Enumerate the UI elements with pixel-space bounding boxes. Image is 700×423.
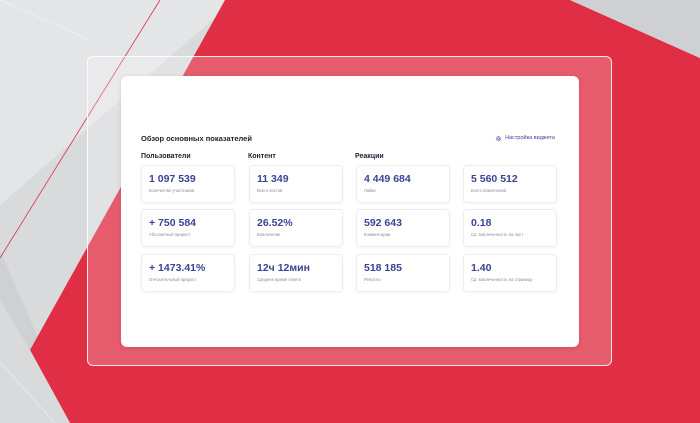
metric-label: Лайки (364, 188, 376, 193)
metric-label: Репосты (364, 277, 381, 282)
metric-label: Количество участников (149, 188, 195, 193)
metric-tile-response-time: 12ч 12мин Среднее время ответа (249, 254, 343, 292)
metric-value: 5 560 512 (471, 173, 518, 185)
metric-value: 1.40 (471, 262, 492, 274)
metric-label: Среднее время ответа (257, 277, 302, 282)
metric-tile-comments: 592 643 Комментарии (356, 209, 450, 247)
column-header-content: Контент (248, 153, 276, 160)
metric-tile-total-engagements: 5 560 512 Всего вовлечений (463, 165, 557, 203)
metric-tile-reposts: 518 185 Репосты (356, 254, 450, 292)
metric-value: 11 349 (257, 173, 289, 185)
metric-value: 518 185 (364, 262, 402, 274)
overview-widget: Обзор основных показателей Настройка вид… (121, 76, 579, 347)
metric-tile-posts: 11 349 Всего постов (249, 165, 343, 203)
column-header-users: Пользователи (141, 153, 191, 160)
metric-label: Ср. вовлеченность на страницу (471, 277, 533, 282)
widget-header: Обзор основных показателей Настройка вид… (141, 131, 555, 145)
metric-label: Всего вовлечений (471, 188, 506, 193)
metric-value: + 750 584 (149, 217, 197, 229)
metric-label: Ср. вовлеченность на пост (471, 232, 524, 237)
column-headers: Пользователи Контент Реакции (121, 153, 579, 163)
metric-tile-engagement-per-page: 1.40 Ср. вовлеченность на страницу (463, 254, 557, 292)
metric-value: 4 449 684 (364, 173, 411, 185)
column-header-reactions: Реакции (355, 153, 384, 160)
metric-value: 592 643 (364, 217, 402, 229)
metric-label: Абсолютный прирост (149, 232, 191, 237)
widget-title: Обзор основных показателей (141, 133, 252, 143)
metric-value: + 1473.41% (149, 262, 206, 274)
gear-icon (495, 135, 502, 141)
metric-label: Всего постов (257, 188, 283, 193)
metric-value: 1 097 539 (149, 173, 196, 185)
metric-tile-likes: 4 449 684 Лайки (356, 165, 450, 203)
metric-value: 0.18 (471, 217, 492, 229)
metric-tile-engagement: 26.52% Вовлечение (249, 209, 343, 247)
widget-settings-label: Настройка виджета (505, 135, 555, 141)
metric-label: Относительный прирост (149, 277, 197, 282)
metric-value: 12ч 12мин (257, 262, 310, 274)
metric-tile-members: 1 097 539 Количество участников (141, 165, 235, 203)
metric-value: 26.52% (257, 217, 293, 229)
metric-label: Комментарии (364, 232, 391, 237)
metric-tile-relative-growth: + 1473.41% Относительный прирост (141, 254, 235, 292)
metric-tile-engagement-per-post: 0.18 Ср. вовлеченность на пост (463, 209, 557, 247)
widget-settings-button[interactable]: Настройка виджета (495, 135, 555, 142)
metric-tile-absolute-growth: + 750 584 Абсолютный прирост (141, 209, 235, 247)
metric-label: Вовлечение (257, 232, 281, 237)
